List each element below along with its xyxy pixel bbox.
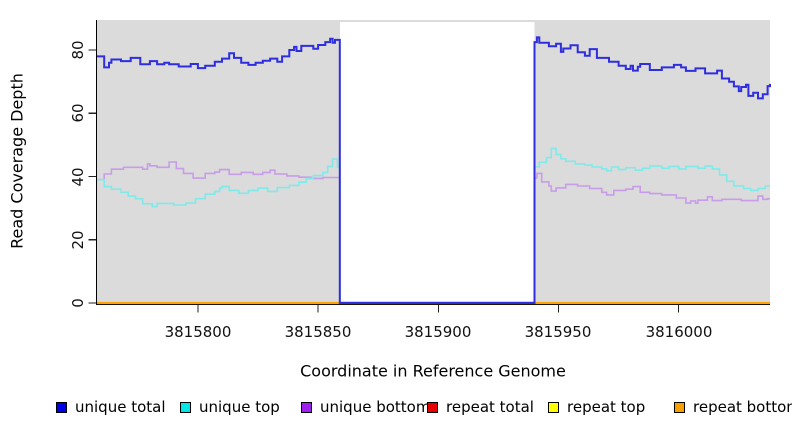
x-tick-label: 3815800 xyxy=(164,323,232,341)
x-tick-label: 3815850 xyxy=(284,323,352,341)
legend-item-unique-top: unique top xyxy=(180,398,280,416)
y-tick-label: 0 xyxy=(69,298,87,308)
legend-label: repeat top xyxy=(567,398,646,416)
y-tick-label: 60 xyxy=(69,103,87,123)
legend-label: unique total xyxy=(75,398,166,416)
unique-bottom-swatch-icon xyxy=(301,401,312,413)
legend-item-repeat-top: repeat top xyxy=(548,398,645,416)
unique-total-swatch-icon xyxy=(56,401,67,413)
y-tick-label: 40 xyxy=(69,167,87,187)
y-axis-title: Read Coverage Depth xyxy=(7,73,27,249)
repeat-bottom-swatch-icon xyxy=(674,401,685,413)
legend-item-unique-bottom: unique bottom xyxy=(301,398,430,416)
x-tick-label: 3815950 xyxy=(524,323,592,341)
x-tick-label: 3815900 xyxy=(404,323,472,341)
y-tick-label: 20 xyxy=(69,230,87,250)
x-axis-title: Coordinate in Reference Genome xyxy=(300,361,566,381)
legend-label: unique top xyxy=(199,398,280,416)
legend-label: unique bottom xyxy=(320,398,431,416)
y-tick-label: 80 xyxy=(69,40,87,60)
x-tick-label: 3816000 xyxy=(645,323,713,341)
repeat-total-swatch-icon xyxy=(427,401,438,413)
legend-item-repeat-bottom: repeat bottom xyxy=(674,398,792,416)
repeat-top-swatch-icon xyxy=(548,401,559,413)
legend: unique total unique top unique bottom re… xyxy=(0,398,792,420)
legend-label: repeat total xyxy=(446,398,534,416)
legend-item-unique-total: unique total xyxy=(56,398,166,416)
legend-item-repeat-total: repeat total xyxy=(427,398,534,416)
legend-label: repeat bottom xyxy=(693,398,792,416)
unique-top-swatch-icon xyxy=(180,401,191,413)
